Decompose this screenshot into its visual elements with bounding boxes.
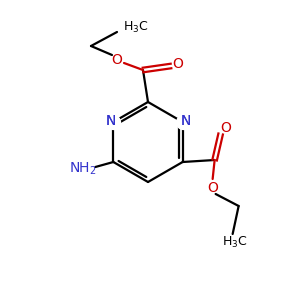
Text: N: N [105,114,116,128]
Text: N: N [181,114,191,128]
Text: O: O [112,53,122,67]
Text: H$_3$C: H$_3$C [222,235,248,250]
Text: H$_3$C: H$_3$C [123,20,148,34]
Text: O: O [172,57,183,71]
Text: NH$_2$: NH$_2$ [68,161,96,177]
Text: N: N [105,114,116,128]
Text: O: O [207,181,218,195]
Text: N: N [181,114,191,128]
Text: O: O [220,121,231,135]
